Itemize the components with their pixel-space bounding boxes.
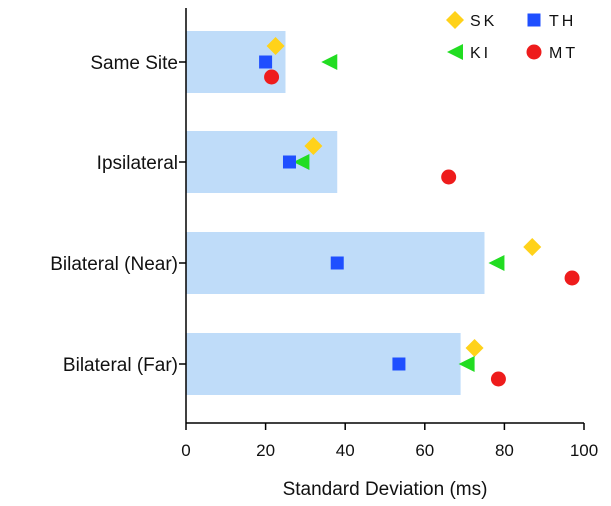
point-ki-1 — [321, 54, 338, 70]
point-sk-1 — [266, 37, 285, 55]
x-tick-label-100: 100 — [570, 441, 598, 460]
legend-label-th: TH — [549, 13, 576, 30]
point-mt-4 — [490, 371, 506, 387]
legend: SK TH KI MT — [446, 11, 578, 62]
bars-layer — [186, 31, 485, 395]
point-th-4 — [392, 357, 406, 371]
point-ki-2 — [293, 154, 310, 170]
x-tick-label-80: 80 — [495, 441, 514, 460]
x-axis-title: Standard Deviation (ms) — [283, 479, 488, 500]
markers-layer — [259, 37, 580, 387]
point-sk-3 — [523, 238, 542, 256]
legend-label-mt: MT — [549, 45, 578, 62]
x-tick-label-60: 60 — [415, 441, 434, 460]
point-th-3 — [330, 256, 344, 270]
point-sk-4 — [465, 339, 484, 357]
point-th-2 — [282, 155, 296, 169]
point-sk-2 — [304, 137, 323, 155]
point-th-1 — [259, 55, 273, 69]
point-mt-1 — [264, 69, 280, 85]
point-ki-4 — [458, 356, 475, 372]
x-tick-label-40: 40 — [336, 441, 355, 460]
point-mt-2 — [441, 169, 457, 185]
legend-label-ki: KI — [470, 45, 491, 62]
category-label-2: Ipsilateral — [97, 153, 178, 174]
point-ki-3 — [488, 255, 505, 271]
legend-marker-mt — [526, 44, 542, 60]
x-tick-label-20: 20 — [256, 441, 275, 460]
bar-4 — [186, 333, 461, 395]
category-label-3: Bilateral (Near) — [50, 254, 178, 275]
legend-marker-ki — [447, 44, 463, 60]
x-tick-label-0: 0 — [181, 441, 190, 460]
category-label-1: Same Site — [90, 53, 178, 74]
legend-marker-th — [527, 13, 541, 27]
category-label-4: Bilateral (Far) — [63, 355, 178, 376]
legend-label-sk: SK — [470, 13, 497, 30]
axes-layer: 0 20 40 60 80 100 Same Site Ipsilateral Bilatera… — [50, 8, 598, 460]
legend-marker-sk — [446, 11, 464, 29]
point-mt-3 — [564, 270, 580, 286]
